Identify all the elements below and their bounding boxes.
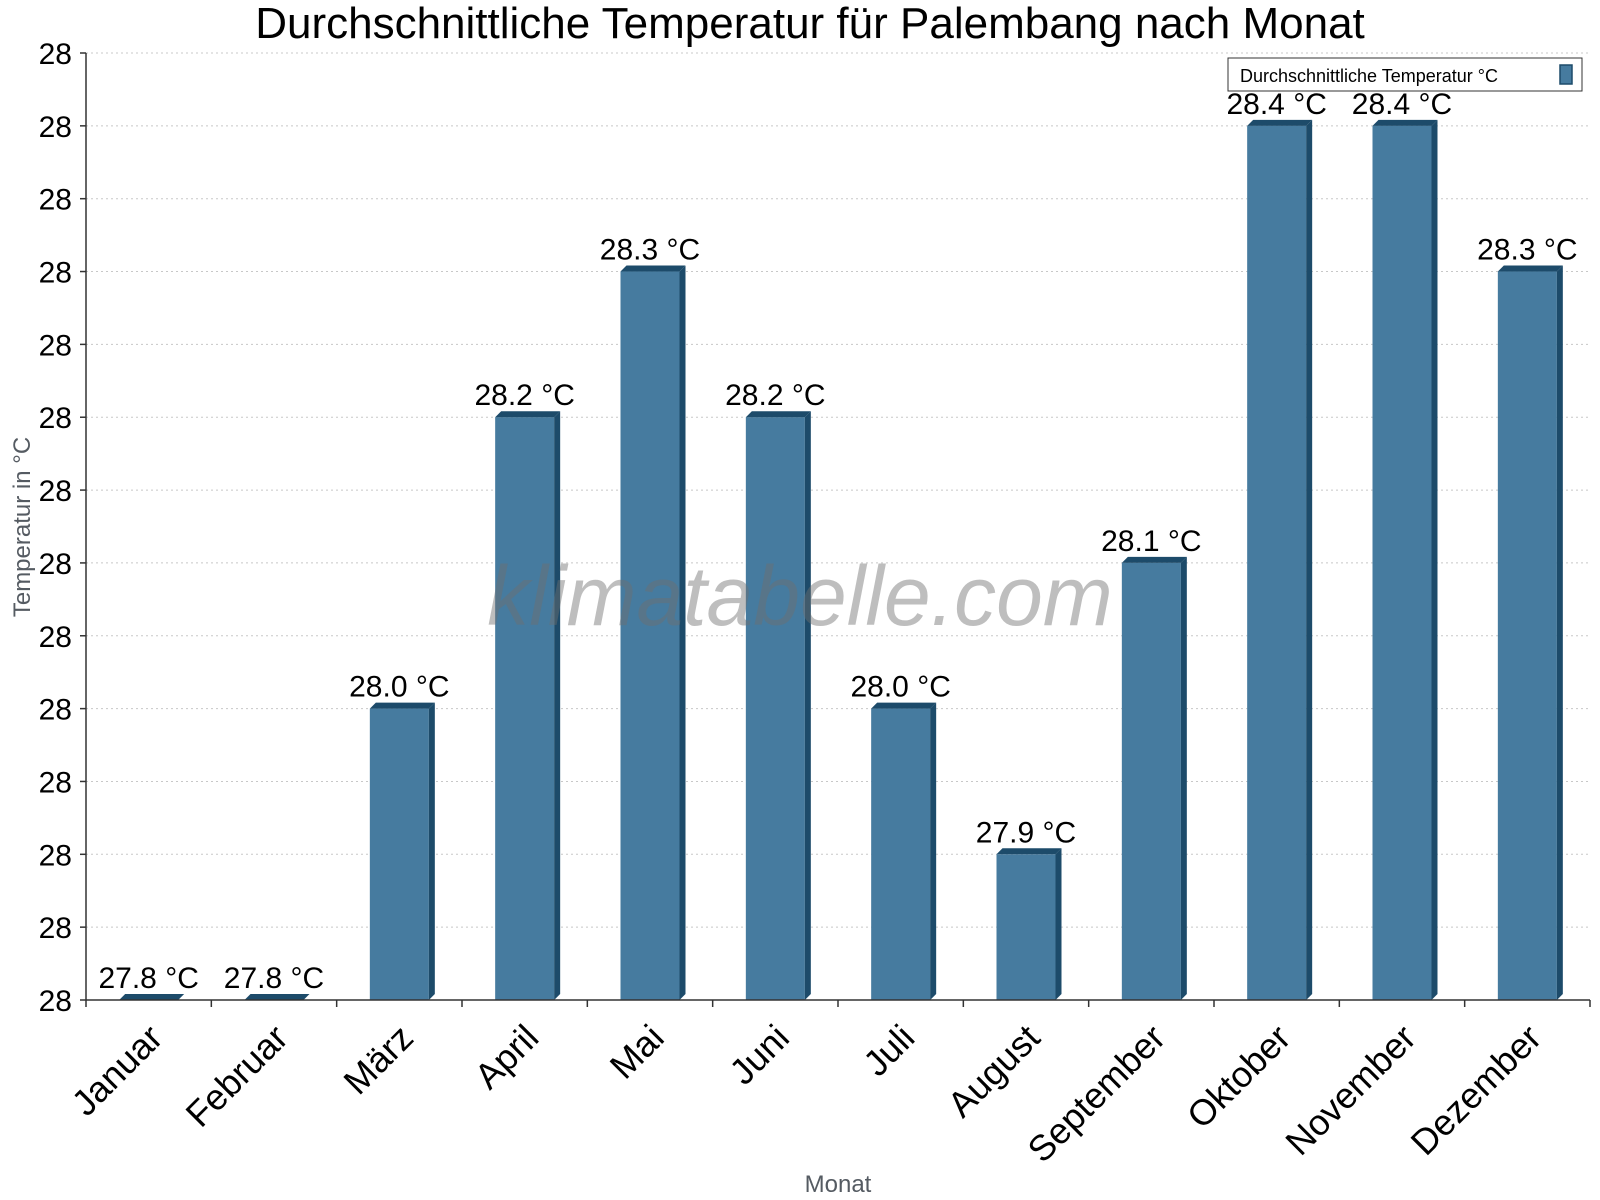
bar-front bbox=[871, 708, 931, 1000]
x-tick-label: Juni bbox=[721, 1017, 797, 1093]
data-label: 28.2 °C bbox=[474, 379, 574, 412]
data-label: 28.3 °C bbox=[600, 234, 700, 267]
bar-side bbox=[930, 702, 937, 1000]
data-label: 28.4 °C bbox=[1226, 88, 1326, 121]
y-ticks-layer: 28 28 28 28 28 28 28 28 28 28 28 28 28 28 bbox=[39, 38, 86, 1018]
bar-side bbox=[1306, 119, 1313, 1001]
data-label: 28.1 °C bbox=[1101, 525, 1201, 558]
bar-top bbox=[369, 702, 435, 709]
y-tick-label: 28 bbox=[39, 184, 72, 217]
bar-august bbox=[996, 848, 1062, 1000]
y-tick-label: 28 bbox=[39, 912, 72, 945]
bar-front bbox=[1497, 271, 1557, 1000]
bar-top bbox=[495, 411, 561, 418]
bar-oktober bbox=[1247, 119, 1313, 1001]
bar-front bbox=[1247, 125, 1307, 1001]
data-label: 28.0 °C bbox=[349, 671, 449, 704]
bar-januar bbox=[119, 994, 185, 1000]
bar-top bbox=[1372, 119, 1438, 126]
y-tick-label: 28 bbox=[39, 548, 72, 581]
data-label: 28.0 °C bbox=[850, 671, 950, 704]
x-tick-label: August bbox=[939, 1017, 1047, 1125]
x-tick-label: November bbox=[1277, 1017, 1423, 1163]
bar-side bbox=[1055, 848, 1062, 1000]
legend-label: Durchschnittliche Temperatur °C bbox=[1240, 66, 1498, 86]
data-label: 28.3 °C bbox=[1477, 234, 1577, 267]
bar-front bbox=[996, 854, 1056, 1000]
data-label: 27.8 °C bbox=[224, 962, 324, 995]
y-tick-label: 28 bbox=[39, 111, 72, 144]
data-label: 28.2 °C bbox=[725, 379, 825, 412]
bar-februar bbox=[244, 994, 310, 1000]
x-tick-label: Juli bbox=[855, 1017, 922, 1084]
bar-top bbox=[620, 265, 686, 272]
y-axis-title: Temperatur in °C bbox=[9, 437, 36, 617]
bar-top bbox=[244, 994, 310, 1000]
x-tick-label: September bbox=[1019, 1017, 1173, 1171]
bar-april bbox=[495, 411, 561, 1000]
x-axis-title: Monat bbox=[805, 1171, 872, 1198]
bar-front bbox=[745, 417, 805, 1000]
bar-september bbox=[1121, 556, 1187, 1000]
bar-side bbox=[428, 702, 435, 1000]
legend: Durchschnittliche Temperatur °C bbox=[1227, 57, 1583, 92]
x-tick-label: Dezember bbox=[1403, 1017, 1549, 1163]
bars-layer bbox=[119, 119, 1563, 1001]
bar-juni bbox=[745, 411, 811, 1000]
data-labels-layer: 27.8 °C 27.8 °C 28.0 °C 28.2 °C 28.3 °C 28.2 … bbox=[98, 88, 1577, 995]
bar-top bbox=[871, 702, 937, 709]
bar-side bbox=[1556, 265, 1563, 1000]
x-tick-label: April bbox=[466, 1017, 546, 1097]
legend-box bbox=[1227, 57, 1583, 92]
bar-dezember bbox=[1497, 265, 1563, 1000]
y-tick-label: 28 bbox=[39, 985, 72, 1018]
y-tick-label: 28 bbox=[39, 402, 72, 435]
x-tick-label: März bbox=[335, 1017, 421, 1103]
bar-side bbox=[804, 411, 811, 1000]
bar-front bbox=[620, 271, 680, 1000]
bar-top bbox=[996, 848, 1062, 855]
bar-side bbox=[1180, 556, 1187, 1000]
y-tick-label: 28 bbox=[39, 694, 72, 727]
data-label: 28.4 °C bbox=[1352, 88, 1452, 121]
y-tick-label: 28 bbox=[39, 329, 72, 362]
bar-side bbox=[1431, 119, 1438, 1001]
x-tick-label: Mai bbox=[602, 1017, 672, 1087]
y-tick-label: 28 bbox=[39, 621, 72, 654]
x-tick-label: Januar bbox=[63, 1017, 170, 1124]
bar-top bbox=[1247, 119, 1313, 126]
data-label: 27.8 °C bbox=[98, 962, 198, 995]
data-label: 27.9 °C bbox=[976, 816, 1076, 849]
x-tick-label: Oktober bbox=[1179, 1017, 1299, 1137]
bar-front bbox=[1372, 125, 1432, 1001]
x-tick-label: Februar bbox=[178, 1017, 296, 1135]
bar-front bbox=[1121, 562, 1181, 1000]
bar-mai bbox=[620, 265, 686, 1000]
bar-front bbox=[369, 708, 429, 1000]
y-tick-label: 28 bbox=[39, 257, 72, 290]
watermark: klimatabelle.com bbox=[487, 549, 1113, 643]
y-tick-label: 28 bbox=[39, 766, 72, 799]
bar-front bbox=[495, 417, 555, 1000]
bar-juli bbox=[871, 702, 937, 1000]
bar-side bbox=[554, 411, 561, 1000]
grid-layer bbox=[86, 52, 1590, 928]
bar-märz bbox=[369, 702, 435, 1000]
legend-swatch bbox=[1559, 64, 1573, 85]
bar-top bbox=[745, 411, 811, 418]
bar-top bbox=[1497, 265, 1563, 272]
bar-top bbox=[1121, 556, 1187, 563]
bar-top bbox=[119, 994, 185, 1000]
chart-title: Durchschnittliche Temperatur für Palemba… bbox=[255, 0, 1365, 48]
y-tick-label: 28 bbox=[39, 839, 72, 872]
x-ticks-layer: Januar Februar März April Mai Juni Juli AugustS… bbox=[63, 1000, 1591, 1171]
y-tick-label: 28 bbox=[39, 475, 72, 508]
bar-side bbox=[679, 265, 686, 1000]
bar-november bbox=[1372, 119, 1438, 1001]
y-tick-label: 28 bbox=[39, 38, 72, 71]
